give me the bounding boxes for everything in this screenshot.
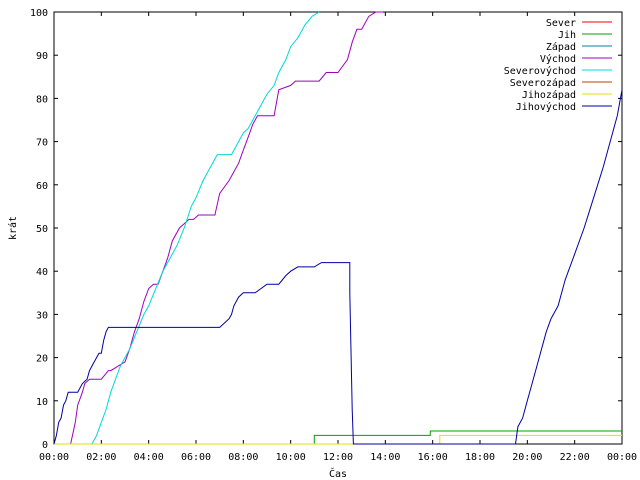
legend: SeverJihZápadVýchodSeverovýchodSeverozáp… <box>504 18 612 113</box>
x-tick-label: 10:00 <box>276 452 306 463</box>
y-tick-label: 90 <box>36 51 48 62</box>
x-tick-label: 18:00 <box>465 452 495 463</box>
y-tick-label: 70 <box>36 138 48 149</box>
y-tick-label: 20 <box>36 354 48 365</box>
y-axis-label: krát <box>7 216 19 240</box>
legend-label: Sever <box>546 18 576 29</box>
x-tick-label: 20:00 <box>512 452 542 463</box>
series-lines <box>53 11 623 445</box>
legend-label: Severozápad <box>510 77 576 89</box>
series-line-severovýchod <box>91 11 320 445</box>
x-tick-label: 06:00 <box>181 452 211 463</box>
y-tick-label: 100 <box>30 8 48 19</box>
legend-label: Jih <box>558 30 576 41</box>
legend-label: Východ <box>540 53 576 65</box>
y-tick-label: 60 <box>36 181 48 192</box>
series-line-jihozápad <box>54 434 622 445</box>
x-tick-label: 00:00 <box>39 452 69 463</box>
x-tick-label: 00:00 <box>607 452 637 463</box>
y-tick-label: 80 <box>36 94 48 105</box>
y-tick-label: 30 <box>36 310 48 321</box>
y-tick-label: 40 <box>36 267 48 278</box>
x-tick-label: 04:00 <box>134 452 164 463</box>
legend-label: Severovýchod <box>504 65 576 77</box>
x-tick-label: 08:00 <box>228 452 258 463</box>
x-tick-label: 14:00 <box>370 452 400 463</box>
series-line-východ <box>70 11 383 445</box>
series-line-jihovýchod <box>53 89 623 445</box>
legend-label: Jihovýchod <box>516 101 576 113</box>
x-tick-label: 12:00 <box>323 452 353 463</box>
legend-label: Západ <box>546 41 576 53</box>
y-tick-label: 50 <box>36 224 48 235</box>
x-axis-label: Čas <box>329 467 347 480</box>
x-tick-label: 22:00 <box>560 452 590 463</box>
x-tick-label: 16:00 <box>418 452 448 463</box>
x-tick-label: 02:00 <box>86 452 116 463</box>
y-tick-label: 10 <box>36 397 48 408</box>
legend-label: Jihozápad <box>522 89 576 101</box>
axis-ticks: 00:00 02:00 04:00 06:00 08:00 10:00 12:00 14:00… <box>30 8 637 463</box>
y-tick-label: 0 <box>42 440 48 451</box>
